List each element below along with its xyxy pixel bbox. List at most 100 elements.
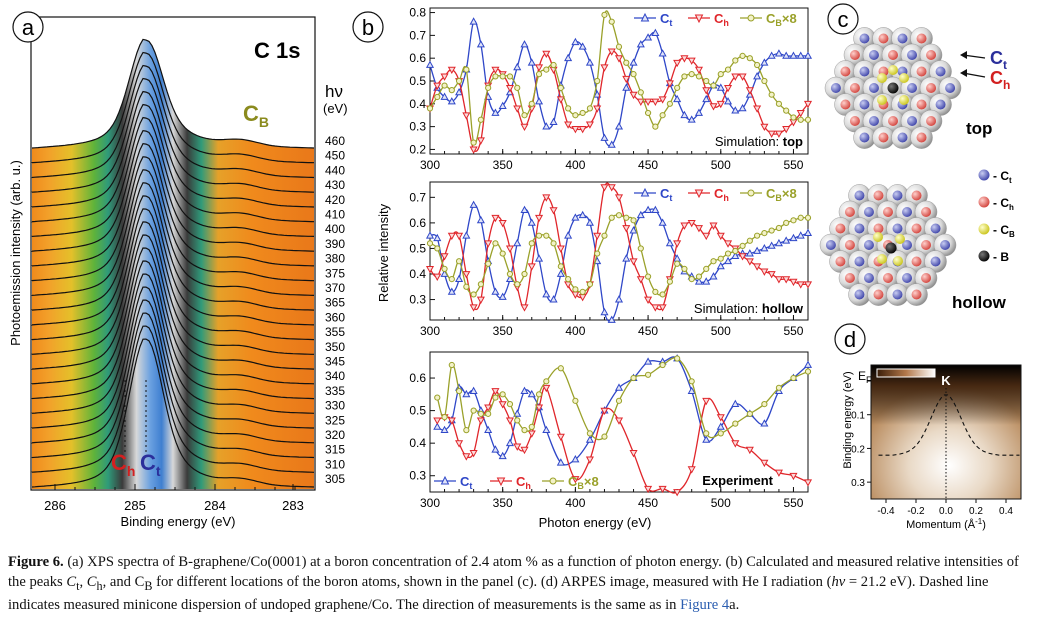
data-point <box>607 315 616 323</box>
data-point <box>753 105 762 113</box>
data-point <box>775 224 783 232</box>
data-point <box>774 469 783 477</box>
series-line-Ct <box>436 356 809 466</box>
d-xtick-label: -0.2 <box>907 506 925 517</box>
data-point <box>470 291 477 298</box>
data-point <box>447 66 456 75</box>
data-point <box>572 397 579 404</box>
cb-atom <box>893 256 903 266</box>
data-point <box>702 87 711 95</box>
data-point <box>702 397 711 406</box>
data-point <box>716 261 725 270</box>
data-point <box>564 53 573 62</box>
data-point <box>732 57 739 64</box>
data-point <box>492 240 499 247</box>
data-point <box>739 242 746 249</box>
data-point <box>746 237 753 244</box>
data-point <box>455 77 463 85</box>
data-point <box>674 84 681 91</box>
data-point <box>796 281 805 289</box>
data-point <box>527 218 536 226</box>
data-point <box>774 238 783 247</box>
data-point <box>425 60 435 68</box>
lattice-hollow-model <box>819 184 957 306</box>
data-point <box>724 250 732 257</box>
data-point <box>447 417 456 425</box>
ytick-label: 0.6 <box>409 371 426 385</box>
data-point <box>709 103 718 111</box>
ch-atom <box>911 223 922 234</box>
data-point <box>448 361 455 369</box>
data-point <box>455 274 464 283</box>
ch-atom <box>878 132 889 143</box>
ch-atom <box>873 289 884 300</box>
data-point <box>542 425 551 434</box>
spectrum-line <box>31 325 315 473</box>
data-point <box>476 296 485 304</box>
data-point <box>608 18 615 25</box>
boron-atom <box>885 242 897 254</box>
panel-a-xlabel: Binding energy (eV) <box>121 514 236 529</box>
ch-label: Ch <box>111 450 135 479</box>
panel-d-arpes: d K EF -0.4 -0.2 0.0 0.2 0.4 0.1 0.2 0.3 Bindin… <box>834 323 1022 531</box>
data-point <box>447 97 456 105</box>
spectrum-line <box>31 90 315 208</box>
ch-atom <box>844 207 855 217</box>
legend-label: Ct <box>460 474 472 491</box>
data-point <box>797 116 804 123</box>
data-point <box>622 83 631 91</box>
legend-label: CB×8 <box>766 11 797 28</box>
ct-atom <box>830 83 841 93</box>
data-point <box>564 121 573 129</box>
ch-atom <box>835 256 846 267</box>
data-point <box>565 105 572 112</box>
data-point <box>622 75 631 84</box>
panel-a-title: C 1s <box>254 38 300 63</box>
ch-atom <box>926 83 937 93</box>
data-point <box>768 91 775 98</box>
data-point <box>731 73 740 81</box>
data-point <box>585 58 594 66</box>
spectrum-line <box>31 182 315 311</box>
data-point <box>586 105 594 112</box>
data-point <box>702 232 711 241</box>
data-point <box>542 122 551 130</box>
ytick-label: 0.5 <box>409 74 426 88</box>
hv-value: 460 <box>325 134 345 148</box>
d-ytick-label: 0.3 <box>851 478 865 489</box>
data-point <box>702 94 711 103</box>
data-point <box>455 87 464 96</box>
data-point <box>687 115 696 123</box>
data-point <box>614 383 624 391</box>
hv-value: 340 <box>325 369 345 383</box>
chart-1: 0.2 0.3 0.4 0.5 0.6 0.7 0.8 300 350 400 450 500 550 <box>409 6 813 172</box>
xtick-label: 500 <box>711 496 731 510</box>
data-point <box>579 109 586 117</box>
data-point <box>644 33 653 41</box>
data-point <box>789 472 798 481</box>
data-point <box>520 386 529 394</box>
ct-atom <box>930 223 941 234</box>
data-point <box>557 84 564 91</box>
data-point <box>622 254 631 262</box>
panel-d-badge <box>834 323 866 355</box>
data-point <box>528 100 535 107</box>
hv-value: 355 <box>325 325 345 339</box>
data-point <box>447 287 456 295</box>
data-point <box>710 258 717 265</box>
data-point <box>768 227 775 234</box>
data-point <box>534 64 544 72</box>
xtick-label: 400 <box>565 324 585 338</box>
data-point <box>491 108 500 116</box>
ch-atom <box>849 116 860 126</box>
data-point <box>571 455 580 463</box>
spectrum-line <box>31 51 315 164</box>
boron-atom <box>887 82 899 94</box>
ct-atom <box>868 83 879 93</box>
data-point <box>469 17 478 25</box>
data-point <box>694 108 704 116</box>
data-point <box>550 61 557 69</box>
xtick-label: 550 <box>783 496 803 510</box>
data-point <box>585 435 594 443</box>
legend-atom-label: - Ct <box>993 169 1012 185</box>
